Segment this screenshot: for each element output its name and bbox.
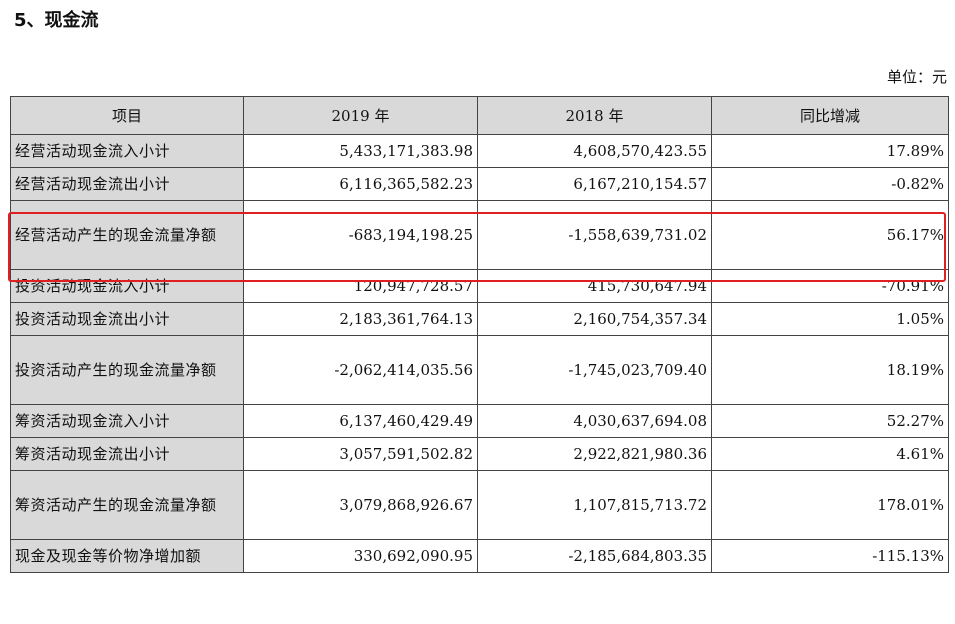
row-value-2019: -683,194,198.25	[243, 200, 478, 270]
table-row: 经营活动现金流出小计 6,116,365,582.23 6,167,210,15…	[10, 167, 949, 201]
row-item: 现金及现金等价物净增加额	[10, 539, 244, 573]
row-value-2018: 2,160,754,357.34	[477, 302, 712, 336]
unit-label: 单位：元	[886, 68, 947, 86]
row-change: -0.82%	[711, 167, 949, 201]
row-item: 经营活动产生的现金流量净额	[10, 200, 244, 270]
row-change: -115.13%	[711, 539, 949, 573]
row-change: 56.17%	[711, 200, 949, 270]
row-value-2018: 415,730,647.94	[477, 269, 712, 303]
table-row: 投资活动产生的现金流量净额 -2,062,414,035.56 -1,745,0…	[10, 335, 949, 405]
row-value-2018: -2,185,684,803.35	[477, 539, 712, 573]
table-row: 投资活动现金流入小计 120,947,728.57 415,730,647.94…	[10, 269, 949, 303]
header-item: 项目	[10, 96, 244, 135]
table-header-row: 项目 2019 年 2018 年 同比增减	[10, 96, 949, 135]
row-value-2019: 3,057,591,502.82	[243, 437, 478, 471]
row-item: 经营活动现金流入小计	[10, 134, 244, 168]
table-row: 筹资活动产生的现金流量净额 3,079,868,926.67 1,107,815…	[10, 470, 949, 540]
row-value-2019: 2,183,361,764.13	[243, 302, 478, 336]
row-item: 筹资活动现金流出小计	[10, 437, 244, 471]
row-item: 投资活动产生的现金流量净额	[10, 335, 244, 405]
row-value-2018: 1,107,815,713.72	[477, 470, 712, 540]
table-row: 经营活动产生的现金流量净额 -683,194,198.25 -1,558,639…	[10, 200, 949, 270]
table-row: 经营活动现金流入小计 5,433,171,383.98 4,608,570,42…	[10, 134, 949, 168]
header-yoy-change: 同比增减	[711, 96, 949, 135]
row-value-2019: 120,947,728.57	[243, 269, 478, 303]
row-change: 4.61%	[711, 437, 949, 471]
row-item: 经营活动现金流出小计	[10, 167, 244, 201]
row-value-2018: 4,608,570,423.55	[477, 134, 712, 168]
cash-flow-table: 项目 2019 年 2018 年 同比增减 经营活动现金流入小计 5,433,1…	[10, 96, 949, 573]
row-value-2018: -1,745,023,709.40	[477, 335, 712, 405]
row-change: 18.19%	[711, 335, 949, 405]
row-value-2019: 330,692,090.95	[243, 539, 478, 573]
row-value-2018: 2,922,821,980.36	[477, 437, 712, 471]
row-value-2019: 6,137,460,429.49	[243, 404, 478, 438]
row-value-2019: 6,116,365,582.23	[243, 167, 478, 201]
row-item: 投资活动现金流出小计	[10, 302, 244, 336]
table-row: 现金及现金等价物净增加额 330,692,090.95 -2,185,684,8…	[10, 539, 949, 573]
row-value-2019: 5,433,171,383.98	[243, 134, 478, 168]
table-row: 筹资活动现金流入小计 6,137,460,429.49 4,030,637,69…	[10, 404, 949, 438]
row-change: 17.89%	[711, 134, 949, 168]
row-change: 1.05%	[711, 302, 949, 336]
row-item: 筹资活动现金流入小计	[10, 404, 244, 438]
header-2019: 2019 年	[243, 96, 478, 135]
row-change: 178.01%	[711, 470, 949, 540]
row-change: -70.91%	[711, 269, 949, 303]
row-value-2018: 4,030,637,694.08	[477, 404, 712, 438]
table-row: 投资活动现金流出小计 2,183,361,764.13 2,160,754,35…	[10, 302, 949, 336]
row-item: 投资活动现金流入小计	[10, 269, 244, 303]
section-title: 5、现金流	[14, 10, 99, 31]
row-value-2019: 3,079,868,926.67	[243, 470, 478, 540]
header-2018: 2018 年	[477, 96, 712, 135]
table-row: 筹资活动现金流出小计 3,057,591,502.82 2,922,821,98…	[10, 437, 949, 471]
row-value-2019: -2,062,414,035.56	[243, 335, 478, 405]
row-item: 筹资活动产生的现金流量净额	[10, 470, 244, 540]
row-value-2018: -1,558,639,731.02	[477, 200, 712, 270]
row-value-2018: 6,167,210,154.57	[477, 167, 712, 201]
row-change: 52.27%	[711, 404, 949, 438]
